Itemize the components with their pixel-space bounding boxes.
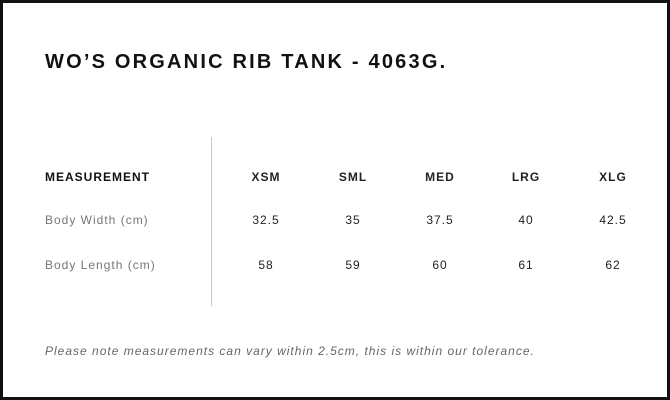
size-header-med: MED: [425, 170, 455, 184]
tolerance-note: Please note measurements can vary within…: [45, 344, 535, 358]
table-cell: 35: [345, 213, 361, 227]
table-cell: 62: [605, 258, 621, 272]
table-cell: 59: [345, 258, 361, 272]
table-cell: 60: [432, 258, 448, 272]
size-header-xsm: XSM: [251, 170, 281, 184]
table-cell: 42.5: [599, 213, 627, 227]
size-header-sml: SML: [338, 170, 368, 184]
measurement-header: MEASUREMENT: [45, 170, 151, 184]
column-divider: [211, 137, 212, 306]
size-header-lrg: LRG: [511, 170, 541, 184]
table-cell: 32.5: [252, 213, 280, 227]
row-label-body-width: Body Width (cm): [45, 213, 149, 227]
table-cell: 37.5: [426, 213, 454, 227]
table-cell: 40: [518, 213, 534, 227]
page-title: WO’S ORGANIC RIB TANK - 4063G.: [45, 51, 448, 73]
table-cell: 61: [518, 258, 534, 272]
size-header-xlg: XLG: [599, 170, 627, 184]
table-cell: 58: [258, 258, 274, 272]
row-label-body-length: Body Length (cm): [45, 258, 156, 272]
